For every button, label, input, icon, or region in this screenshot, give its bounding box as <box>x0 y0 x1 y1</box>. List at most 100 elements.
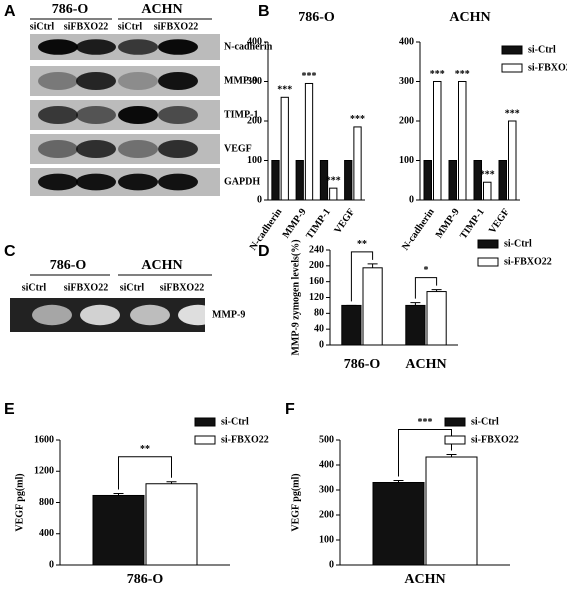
bar <box>92 494 145 566</box>
significance-label: * <box>424 265 429 276</box>
legend-swatch <box>477 239 499 249</box>
bar <box>341 304 362 346</box>
y-tick-label: 300 <box>319 484 334 495</box>
significance-label: *** <box>302 71 317 82</box>
y-tick-label: 800 <box>39 497 54 508</box>
blot-band <box>118 173 158 191</box>
blot-row-label: VEGF <box>224 143 252 154</box>
blot-row-label: MMP-9 <box>212 309 245 320</box>
y-tick-label: 120 <box>309 292 324 303</box>
bar <box>423 160 432 201</box>
bar <box>508 120 517 201</box>
blot-band <box>38 106 78 124</box>
y-tick-label: 160 <box>309 276 324 287</box>
bar <box>271 160 280 201</box>
x-tick-label: VEGF <box>332 207 357 236</box>
panel-label: D <box>258 243 270 260</box>
bar <box>425 456 478 566</box>
bar <box>372 482 425 566</box>
significance-label: *** <box>455 69 470 80</box>
y-tick-label: 400 <box>39 528 54 539</box>
chart-title: ACHN <box>449 10 490 25</box>
blot-band <box>38 39 78 55</box>
error-bar <box>113 493 124 496</box>
error-bar <box>431 289 442 292</box>
y-tick-label: 200 <box>319 509 334 520</box>
y-tick-label: 80 <box>314 308 324 319</box>
blot-band <box>76 140 116 158</box>
bar <box>362 267 383 346</box>
lane-label: siCtrl <box>118 21 143 32</box>
blot-band <box>76 106 116 124</box>
legend-label: si-FBXO22 <box>221 434 269 445</box>
significance-label: *** <box>505 108 520 119</box>
blot-row-label: N-cadherin <box>224 41 273 52</box>
legend-swatch <box>501 63 523 73</box>
legend-swatch <box>194 417 216 427</box>
y-tick-label: 200 <box>399 115 414 126</box>
chart-title: 786-O <box>298 10 335 25</box>
lane-label: siFBXO22 <box>160 282 204 293</box>
bar <box>405 304 426 346</box>
bar <box>319 160 329 201</box>
x-tick-label: N-cadherin <box>400 206 437 252</box>
panel-label: F <box>285 401 295 418</box>
blot-band <box>38 140 78 158</box>
blot-band <box>76 39 116 55</box>
significance-bracket <box>414 277 438 299</box>
blot-band <box>158 72 198 90</box>
y-tick-label: 300 <box>247 76 262 87</box>
y-tick-label: 200 <box>247 115 262 126</box>
bar <box>433 81 442 201</box>
legend-label: si-Ctrl <box>471 416 499 427</box>
significance-label: ** <box>357 239 367 250</box>
legend-label: si-FBXO22 <box>471 434 519 445</box>
bar <box>344 160 353 201</box>
y-tick-label: 100 <box>399 155 414 166</box>
y-tick-label: 1600 <box>34 434 54 445</box>
y-axis-label: VEGF pg(ml) <box>14 473 25 531</box>
x-tick-label: 786-O <box>344 357 381 372</box>
bar <box>353 126 362 201</box>
y-tick-label: 100 <box>319 534 334 545</box>
error-bar <box>367 263 378 268</box>
y-tick-label: 1200 <box>34 466 54 477</box>
blot-band <box>118 72 158 90</box>
error-bar <box>410 302 421 306</box>
y-tick-label: 300 <box>399 76 414 87</box>
bar <box>295 160 304 201</box>
y-tick-label: 0 <box>329 559 334 570</box>
lane-label: siCtrl <box>30 21 55 32</box>
x-tick-label: TIMP-1 <box>458 207 487 242</box>
y-tick-label: 0 <box>257 194 262 205</box>
blot-row-label: TIMP-1 <box>224 109 258 120</box>
blot-band <box>158 106 198 124</box>
legend-swatch <box>444 435 466 445</box>
blot-band <box>158 39 198 55</box>
legend-label: si-Ctrl <box>528 44 556 55</box>
blot-band <box>178 304 218 326</box>
x-tick-label: TIMP-1 <box>304 207 333 242</box>
bar <box>304 82 314 201</box>
panel-label: E <box>4 401 15 418</box>
lane-label: siFBXO22 <box>64 21 108 32</box>
bar <box>280 96 289 201</box>
legend-label: si-FBXO22 <box>528 62 567 73</box>
blot-group: ACHN <box>141 258 182 273</box>
blot-band <box>118 39 158 55</box>
blot-band <box>158 140 198 158</box>
significance-label: *** <box>430 69 445 80</box>
y-tick-label: 400 <box>319 459 334 470</box>
y-tick-label: 200 <box>309 260 324 271</box>
significance-label: *** <box>326 175 341 186</box>
bar <box>329 187 338 201</box>
blot-band <box>158 173 198 191</box>
blot-band <box>76 72 116 90</box>
y-tick-label: 0 <box>409 194 414 205</box>
y-tick-label: 400 <box>399 36 414 47</box>
y-tick-label: 500 <box>319 434 334 445</box>
significance-label: *** <box>418 417 433 428</box>
x-tick-label: 786-O <box>127 572 164 587</box>
bar <box>426 291 447 346</box>
